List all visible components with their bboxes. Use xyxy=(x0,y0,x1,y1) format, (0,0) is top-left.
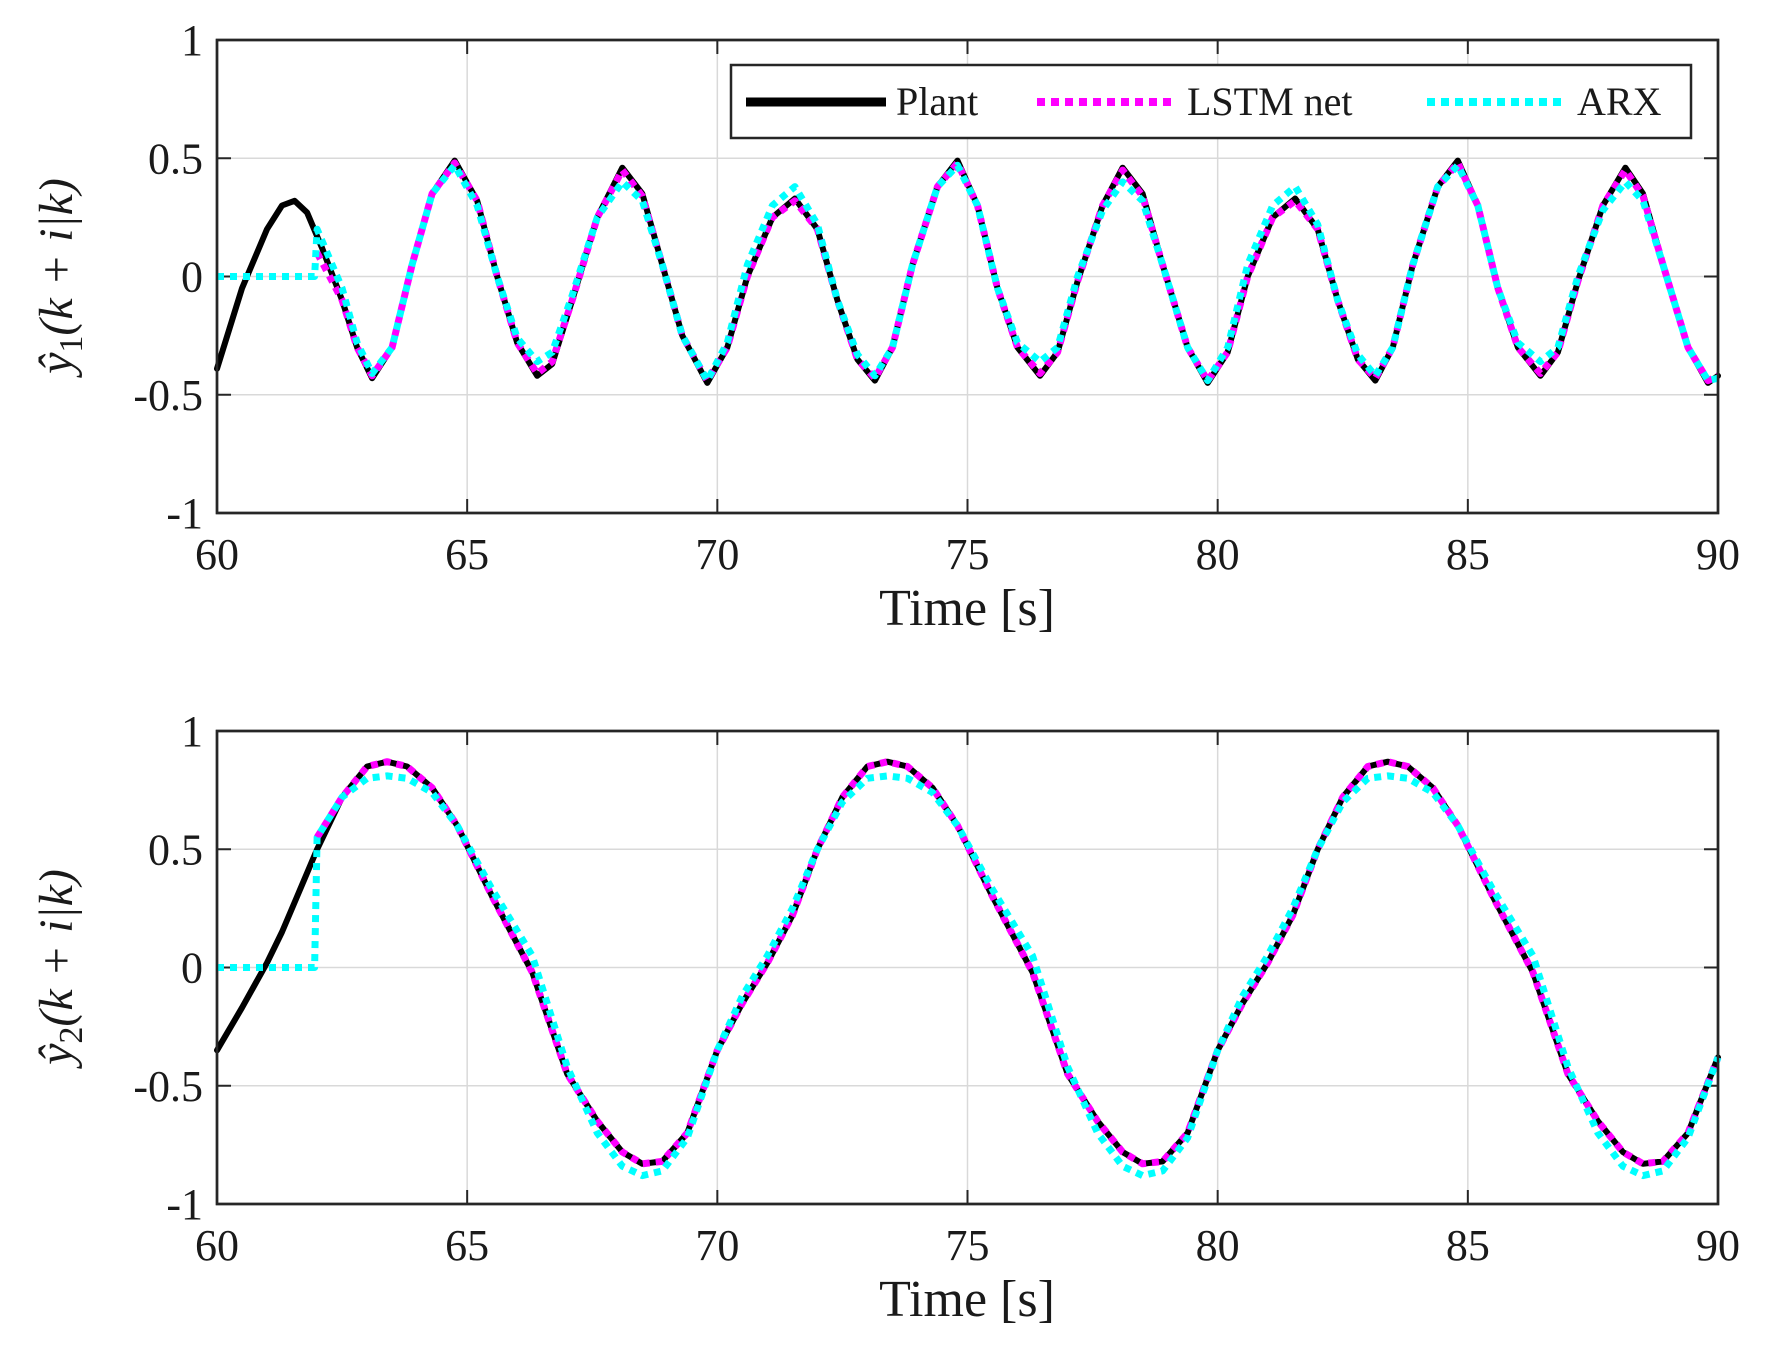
y-tick-label-y1: 1 xyxy=(181,16,203,65)
y-tick-label-y1: -1 xyxy=(166,489,203,538)
x-tick-label-y2: 80 xyxy=(1196,1221,1240,1270)
y-tick-label-y2: 0 xyxy=(181,944,203,993)
series-line-arx-y1 xyxy=(217,161,1719,385)
y-axis-label-y2-sub: 2 xyxy=(53,1027,90,1044)
series-group-y2 xyxy=(214,758,1722,1180)
y-axis-label-y1-base: ŷ xyxy=(30,352,83,379)
x-tick-label-y2: 75 xyxy=(946,1221,990,1270)
y-tick-label-y1: 0.5 xyxy=(148,134,203,183)
x-axis-label-y2: Time [s] xyxy=(879,1271,1055,1328)
series-line-arx-y2 xyxy=(217,772,1722,1180)
y-axis-label-y1-sub: 1 xyxy=(53,336,90,353)
series-line-lstm-y1 xyxy=(314,159,1720,385)
y-tick-label-y2: 0.5 xyxy=(148,825,203,874)
series-group-y1 xyxy=(214,157,1721,386)
x-tick-label-y2: 70 xyxy=(695,1221,739,1270)
y-tick-label-y1: 0 xyxy=(181,253,203,302)
x-tick-label-y1: 70 xyxy=(695,530,739,579)
x-tick-label-y2: 90 xyxy=(1696,1221,1740,1270)
x-tick-label-y1: 90 xyxy=(1696,530,1740,579)
ticks-y1: 60 65 70 75 80 85 90 -1 -0.5 0 0.5 1 xyxy=(133,16,1740,579)
y-tick-label-y2: 1 xyxy=(181,707,203,756)
y-axis-label-y2: ŷ2(k + i|k) xyxy=(30,869,90,1070)
x-axis-label-y1: Time [s] xyxy=(879,580,1055,637)
x-tick-label-y2: 60 xyxy=(195,1221,239,1270)
legend-label-lstm: LSTM net xyxy=(1187,79,1353,124)
x-tick-label-y1: 60 xyxy=(195,530,239,579)
y-axis-label-y1: ŷ1(k + i|k) xyxy=(30,178,90,379)
y-tick-label-y2: -1 xyxy=(166,1180,203,1229)
subplot-y2: 60 65 70 75 80 85 90 -1 -0.5 0 0.5 1 Time [s] ŷ2(k … xyxy=(30,707,1740,1328)
x-tick-label-y1: 80 xyxy=(1196,530,1240,579)
y-axis-label-y2-base: ŷ xyxy=(30,1043,83,1070)
axes-frame-y1 xyxy=(215,38,1720,515)
legend: Plant LSTM net ARX xyxy=(729,63,1693,140)
y-axis-label-y2-rest: (k + i|k) xyxy=(30,869,83,1027)
x-tick-label-y1: 85 xyxy=(1446,530,1490,579)
y-tick-label-y1: -0.5 xyxy=(133,371,203,420)
legend-label-arx: ARX xyxy=(1577,79,1662,124)
y-axis-label-y1-rest: (k + i|k) xyxy=(30,178,83,336)
x-tick-label-y1: 75 xyxy=(946,530,990,579)
y-tick-label-y2: -0.5 xyxy=(133,1062,203,1111)
x-tick-label-y1: 65 xyxy=(445,530,489,579)
axes-frame-y2 xyxy=(215,729,1720,1206)
x-tick-label-y2: 85 xyxy=(1446,1221,1490,1270)
frame-y1 xyxy=(215,38,1720,515)
frame-y2 xyxy=(215,729,1720,1206)
x-tick-label-y2: 65 xyxy=(445,1221,489,1270)
legend-label-plant: Plant xyxy=(896,79,978,124)
